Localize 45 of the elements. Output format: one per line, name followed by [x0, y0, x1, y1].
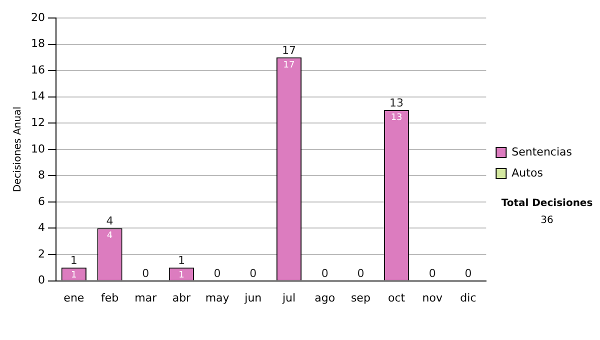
- total-label: 0: [142, 267, 150, 280]
- x-tick-label: ago: [314, 291, 336, 304]
- data-label: 4: [106, 231, 113, 242]
- y-tick-label: 10: [30, 142, 45, 156]
- text: Total Decisiones: [500, 198, 594, 209]
- data-label: 1: [71, 270, 77, 281]
- total-label: 1: [178, 254, 185, 268]
- text: 36: [540, 215, 554, 226]
- y-tick-label: 18: [30, 37, 45, 50]
- x-tick-label: nov: [422, 291, 443, 304]
- y-tick-label: 6: [38, 194, 45, 208]
- x-tick-label: ene: [64, 291, 84, 304]
- x-tick-label: may: [205, 291, 230, 304]
- y-tick-label: 2: [38, 247, 45, 260]
- y-tick-label: 14: [30, 90, 45, 103]
- y-tick-label: 12: [30, 116, 45, 129]
- total-label: 1: [70, 254, 78, 268]
- total-label: 0: [321, 267, 328, 280]
- total-label: 17: [282, 44, 296, 57]
- total-label: 0: [250, 267, 257, 280]
- legend-label: Autos: [512, 166, 544, 180]
- x-tick-label: jun: [244, 291, 262, 304]
- total-label: 0: [428, 267, 436, 280]
- data-label: 13: [390, 112, 402, 123]
- total-label: 0: [357, 267, 364, 280]
- x-tick-label: mar: [134, 291, 158, 304]
- x-tick-label: dic: [460, 291, 476, 304]
- x-tick-label: abr: [172, 291, 192, 304]
- y-axis-title: Decisiones Anual: [12, 106, 24, 192]
- total-label: 0: [464, 267, 472, 280]
- x-tick-label: feb: [100, 291, 119, 304]
- x-tick-label: sep: [350, 291, 370, 304]
- data-label: 1: [178, 270, 184, 281]
- x-tick-label: oct: [388, 291, 406, 304]
- y-tick-label: 8: [38, 168, 45, 182]
- total-label: 0: [214, 267, 221, 280]
- legend-label: Sentencias: [512, 145, 572, 158]
- total-label: 13: [390, 96, 404, 110]
- data-label: 17: [283, 60, 295, 70]
- total-label: 4: [106, 214, 114, 228]
- x-tick-label: jul: [281, 291, 296, 304]
- y-tick-label: 4: [38, 221, 45, 234]
- y-tick-label: 16: [30, 63, 45, 76]
- y-tick-label: 20: [30, 10, 45, 24]
- y-tick-label: 0: [38, 274, 45, 287]
